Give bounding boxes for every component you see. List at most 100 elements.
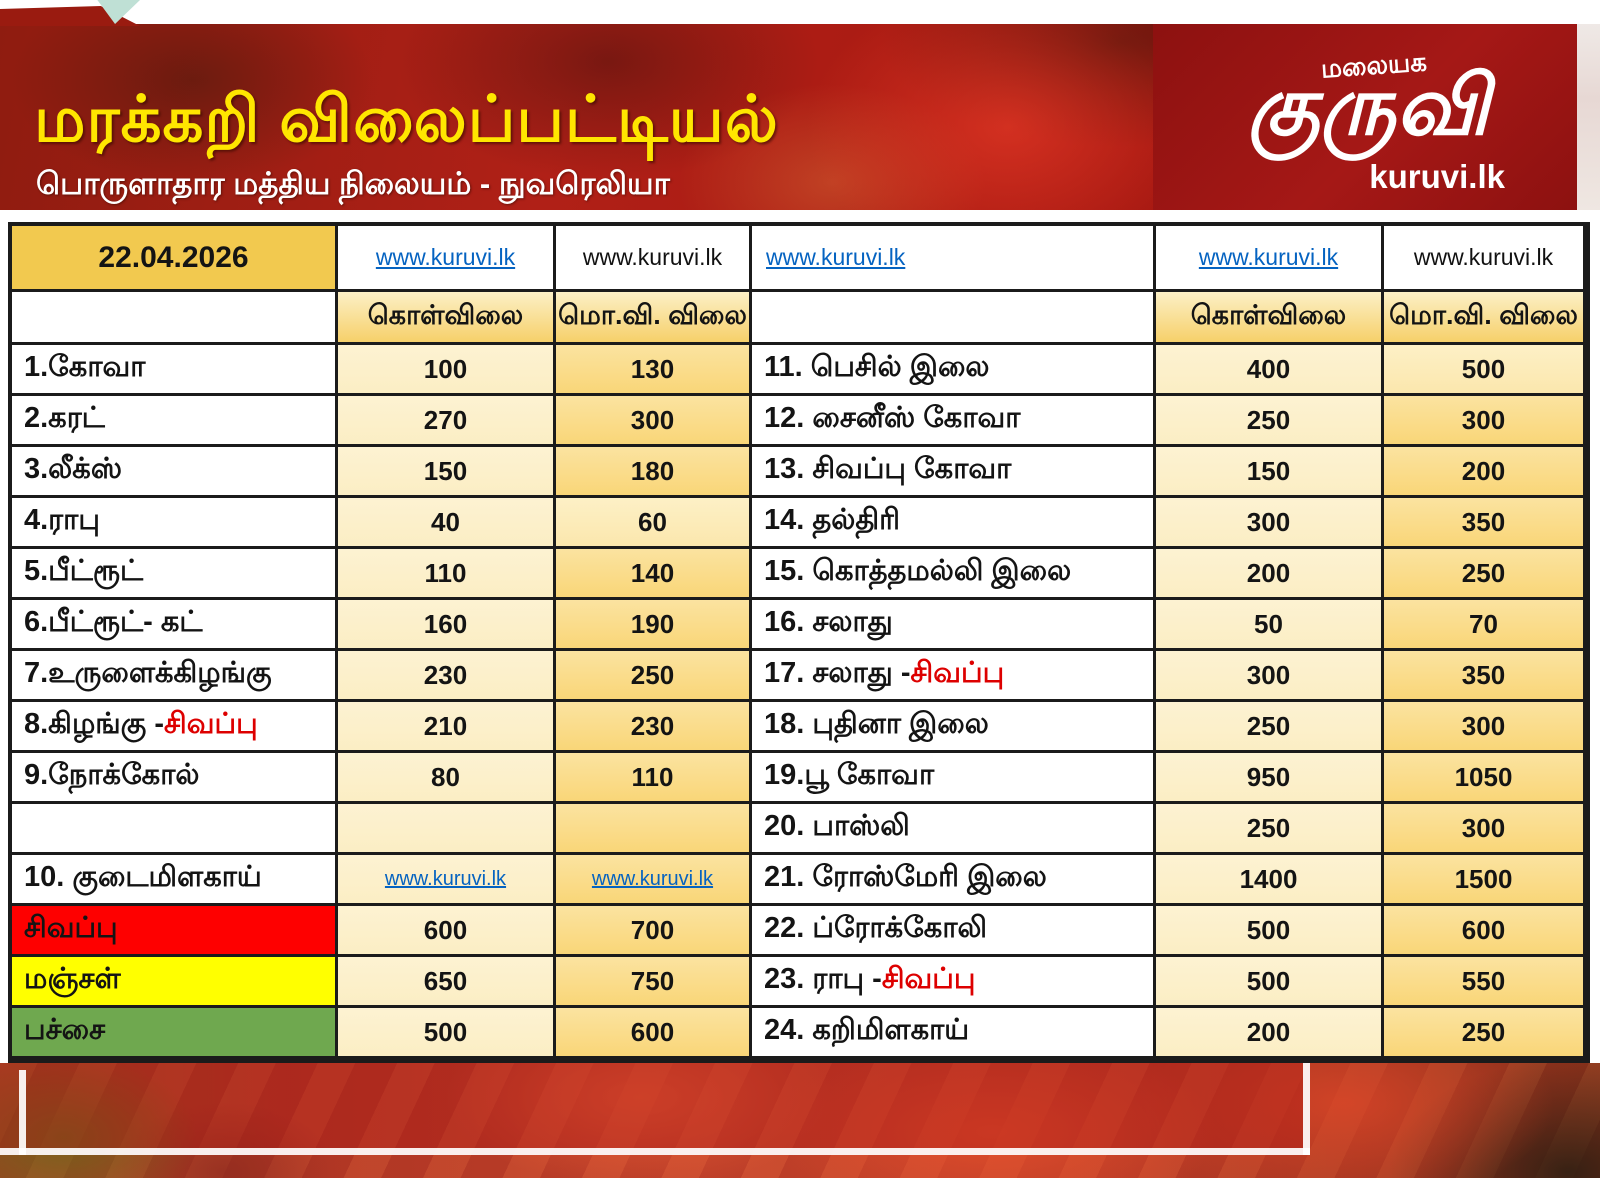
kuruvi-link[interactable]: www.kuruvi.lk (1198, 244, 1339, 270)
sell-price-cell: 600 (1384, 906, 1586, 957)
sell-price-cell: 600 (556, 1008, 752, 1059)
item-cell: 1.கோவா (12, 345, 338, 396)
buy-price-cell: 230 (338, 651, 556, 702)
buy-price-cell: 650 (338, 957, 556, 1008)
red-variant-label: சிவப்பு (910, 657, 1005, 689)
kuruvi-logo: மலையக குருவி kuruvi.lk (1153, 24, 1577, 210)
buy-price-cell: 250 (1156, 396, 1384, 447)
item-cell: 8.கிழங்கு - சிவப்பு (12, 702, 338, 753)
item-cell: 15. கொத்தமல்லி இலை (752, 549, 1156, 600)
sell-price-cell: 180 (556, 447, 752, 498)
color-row-label: பச்சை (12, 1008, 338, 1059)
buy-price-cell: 150 (338, 447, 556, 498)
banner-right-strip (1577, 24, 1600, 210)
sell-price-cell: 70 (1384, 600, 1586, 651)
kuruvi-link[interactable]: www.kuruvi.lk (766, 244, 906, 270)
red-variant-label: சிவப்பு (881, 963, 976, 995)
kuruvi-link[interactable]: www.kuruvi.lk (591, 867, 714, 890)
price-table: 22.04.2026 www.kuruvi.lk www.kuruvi.lk w… (8, 222, 1590, 1063)
item-cell: 18. புதினா இலை (752, 702, 1156, 753)
buy-price-header: கொள்விலை (338, 292, 556, 345)
sell-price-cell (556, 804, 752, 855)
sell-price-cell: 230 (556, 702, 752, 753)
item-cell: 24. கறிமிளகாய் (752, 1008, 1156, 1059)
website-text: www.kuruvi.lk (582, 244, 723, 270)
buy-price-cell: 80 (338, 753, 556, 804)
item-cell: 17. சலாது - சிவப்பு (752, 651, 1156, 702)
logo-script-main: குருவி (1247, 61, 1489, 152)
sell-price-cell: 350 (1384, 498, 1586, 549)
website-text-cell: www.kuruvi.lk (1384, 226, 1586, 292)
item-cell: 13. சிவப்பு கோவா (752, 447, 1156, 498)
buy-price-cell: 100 (338, 345, 556, 396)
sell-price-cell: www.kuruvi.lk (556, 855, 752, 906)
buy-price-cell: 1400 (1156, 855, 1384, 906)
website-link-cell: www.kuruvi.lk (752, 226, 1156, 292)
red-variant-label: சிவப்பு (164, 708, 258, 740)
item-cell: 10. குடைமிளகாய் (12, 855, 338, 906)
website-text-cell: www.kuruvi.lk (556, 226, 752, 292)
sell-price-cell: 1500 (1384, 855, 1586, 906)
buy-price-cell: 200 (1156, 549, 1384, 600)
item-cell: 11. பெசில் இலை (752, 345, 1156, 396)
sell-price-cell: 550 (1384, 957, 1586, 1008)
sell-price-cell: 250 (1384, 549, 1586, 600)
wholesale-price-header: மொ.வி. விலை (1384, 292, 1586, 345)
sell-price-cell: 130 (556, 345, 752, 396)
sell-price-cell: 750 (556, 957, 752, 1008)
page-subtitle: பொருளாதார மத்திய நிலையம் - நுவரெலியா (36, 166, 670, 201)
buy-price-cell: 160 (338, 600, 556, 651)
kuruvi-link[interactable]: www.kuruvi.lk (375, 244, 516, 270)
buy-price-cell: 250 (1156, 804, 1384, 855)
buy-price-cell: 400 (1156, 345, 1384, 396)
sell-price-cell: 200 (1384, 447, 1586, 498)
sell-price-cell: 140 (556, 549, 752, 600)
buy-price-cell: 300 (1156, 498, 1384, 549)
sell-price-cell: 110 (556, 753, 752, 804)
sell-price-cell: 500 (1384, 345, 1586, 396)
date-cell: 22.04.2026 (12, 226, 338, 292)
sell-price-cell: 700 (556, 906, 752, 957)
footer-red-tint (0, 1063, 1310, 1155)
sell-price-cell: 250 (556, 651, 752, 702)
footer-frame-line-right (1303, 1063, 1310, 1155)
buy-price-cell: 150 (1156, 447, 1384, 498)
buy-price-cell: 200 (1156, 1008, 1384, 1059)
buy-price-cell: 500 (1156, 906, 1384, 957)
item-cell: 14. தல்திரி (752, 498, 1156, 549)
item-cell: 2.கரட் (12, 396, 338, 447)
sell-price-cell: 300 (1384, 804, 1586, 855)
buy-price-cell: 950 (1156, 753, 1384, 804)
buy-price-cell: 600 (338, 906, 556, 957)
buy-price-cell: 500 (1156, 957, 1384, 1008)
item-cell: 3.லீக்ஸ் (12, 447, 338, 498)
item-cell: 7.உருளைக்கிழங்கு (12, 651, 338, 702)
color-row-label: சிவப்பு (12, 906, 338, 957)
buy-price-cell: 50 (1156, 600, 1384, 651)
kuruvi-link[interactable]: www.kuruvi.lk (384, 867, 507, 890)
item-cell: 5.பீட்ரூட் (12, 549, 338, 600)
buy-price-cell (338, 804, 556, 855)
buy-price-cell: 500 (338, 1008, 556, 1059)
buy-price-header: கொள்விலை (1156, 292, 1384, 345)
sell-price-cell: 1050 (1384, 753, 1586, 804)
item-cell: 12. சைனீஸ் கோவா (752, 396, 1156, 447)
blank-header-cell (12, 292, 338, 345)
item-cell: 6.பீட்ரூட்- கட் (12, 600, 338, 651)
item-cell: 19.பூ கோவா (752, 753, 1156, 804)
buy-price-cell: 250 (1156, 702, 1384, 753)
logo-site-text: kuruvi.lk (1369, 158, 1505, 195)
footer-frame-line-left (19, 1070, 26, 1155)
website-link-cell: www.kuruvi.lk (1156, 226, 1384, 292)
buy-price-cell: 210 (338, 702, 556, 753)
page-title: மரக்கறி விலைப்பட்டியல் (34, 83, 779, 155)
item-cell: 21. ரோஸ்மேரி இலை (752, 855, 1156, 906)
item-cell: 22. ப்ரோக்கோலி (752, 906, 1156, 957)
item-cell: 16. சலாது (752, 600, 1156, 651)
sell-price-cell: 300 (556, 396, 752, 447)
buy-price-cell: 300 (1156, 651, 1384, 702)
item-cell: 4.ராபு (12, 498, 338, 549)
buy-price-cell: 270 (338, 396, 556, 447)
website-link-cell: www.kuruvi.lk (338, 226, 556, 292)
sell-price-cell: 350 (1384, 651, 1586, 702)
